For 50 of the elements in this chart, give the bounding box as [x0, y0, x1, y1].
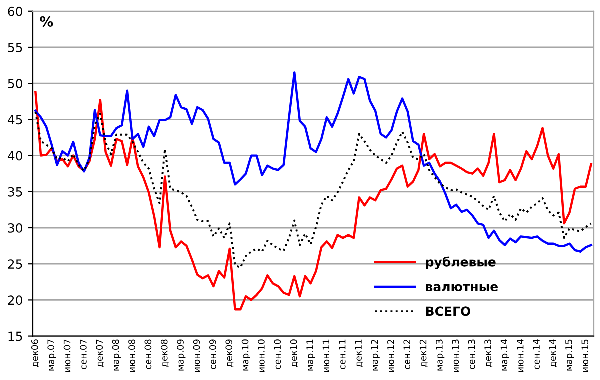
x-tick-label: сен.11	[339, 340, 346, 370]
x-tick-label: мар.14	[500, 340, 510, 371]
y-tick-label: 25	[8, 260, 22, 270]
x-tick-label: июн.11	[322, 340, 330, 372]
x-tick-label: мар.08	[112, 340, 121, 371]
legend-label: рублевые	[426, 256, 496, 270]
y-tick-label: 20	[8, 296, 22, 306]
x-tick-label: дек08	[160, 340, 169, 368]
legend-label: валютные	[426, 284, 498, 292]
x-tick-label: сен.08	[144, 340, 152, 370]
x-tick-label: мар.12	[371, 340, 380, 371]
x-tick-label: сен.07	[80, 340, 87, 370]
y-tick-label: 35	[8, 187, 22, 197]
y-tick-label: 60	[8, 6, 22, 16]
x-tick-label: мар.15	[566, 340, 574, 371]
x-tick-label: сен.10	[274, 340, 282, 370]
y-tick-label: 15	[8, 332, 22, 342]
y-tick-label: 30	[8, 223, 22, 233]
x-tick-label: дек06	[31, 340, 40, 368]
x-tick-label: июн.09	[193, 340, 200, 372]
y-tick-label: 45	[8, 115, 22, 125]
x-tick-label: дек10	[290, 340, 298, 368]
x-tick-label: мар.13	[436, 340, 445, 371]
x-tick-label: дек12	[420, 340, 428, 368]
x-tick-label: сен.13	[468, 340, 476, 370]
x-tick-label: июн.13	[452, 340, 460, 372]
x-tick-label: дек09	[226, 340, 234, 368]
line-series	[34, 72, 592, 253]
x-tick-label: июн.15	[582, 340, 589, 372]
x-tick-label: дек13	[484, 340, 493, 368]
x-tick-label: мар.10	[242, 340, 250, 371]
y-tick-label: 55	[8, 43, 22, 52]
x-tick-label: мар.07	[48, 340, 56, 371]
x-tick-label: сен.09	[210, 340, 216, 370]
x-tick-label: июн.12	[388, 340, 394, 372]
x-tick-label: сен.14	[533, 340, 540, 370]
x-tick-label: дек07	[96, 340, 104, 368]
x-tick-label: июн.08	[128, 340, 136, 372]
x-tick-label: мар.09	[177, 340, 186, 371]
y-tick-label: 40	[8, 151, 22, 161]
x-tick-label: июн.10	[258, 340, 265, 372]
y-axis-title: %	[40, 16, 54, 28]
x-tick-label: дек14	[549, 340, 558, 368]
legend-label: ВСЕГО	[426, 306, 470, 316]
x-tick-label: июн.14	[517, 340, 524, 372]
y-tick-label: 50	[8, 79, 22, 89]
x-tick-label: сен.12	[404, 340, 411, 370]
x-tick-label: мар.11	[306, 340, 316, 371]
x-tick-label: июн.07	[64, 340, 71, 372]
x-tick-label: дек11	[355, 340, 364, 368]
